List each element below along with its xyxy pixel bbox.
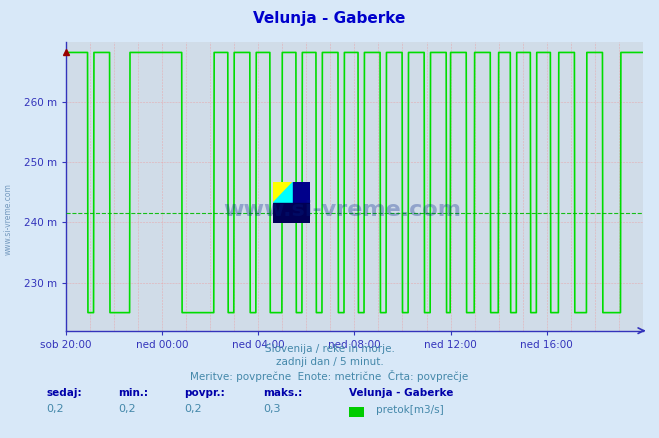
Text: pretok[m3/s]: pretok[m3/s] — [376, 405, 444, 415]
Text: www.si-vreme.com: www.si-vreme.com — [223, 200, 462, 220]
Text: zadnji dan / 5 minut.: zadnji dan / 5 minut. — [275, 357, 384, 367]
Text: Velunja - Gaberke: Velunja - Gaberke — [349, 389, 453, 399]
Text: maks.:: maks.: — [264, 389, 303, 399]
Polygon shape — [273, 182, 293, 202]
Text: povpr.:: povpr.: — [185, 389, 225, 399]
Polygon shape — [273, 182, 293, 202]
Text: 0,2: 0,2 — [119, 404, 136, 414]
Text: Velunja - Gaberke: Velunja - Gaberke — [253, 11, 406, 26]
Text: 0,3: 0,3 — [264, 404, 281, 414]
Polygon shape — [273, 202, 310, 223]
Text: Slovenija / reke in morje.: Slovenija / reke in morje. — [264, 344, 395, 354]
Polygon shape — [293, 182, 310, 202]
Text: min.:: min.: — [119, 389, 149, 399]
Text: 0,2: 0,2 — [185, 404, 202, 414]
Text: www.si-vreme.com: www.si-vreme.com — [3, 183, 13, 255]
Text: Meritve: povprečne  Enote: metrične  Črta: povprečje: Meritve: povprečne Enote: metrične Črta:… — [190, 370, 469, 382]
Text: 0,2: 0,2 — [46, 404, 64, 414]
Text: sedaj:: sedaj: — [46, 389, 82, 399]
